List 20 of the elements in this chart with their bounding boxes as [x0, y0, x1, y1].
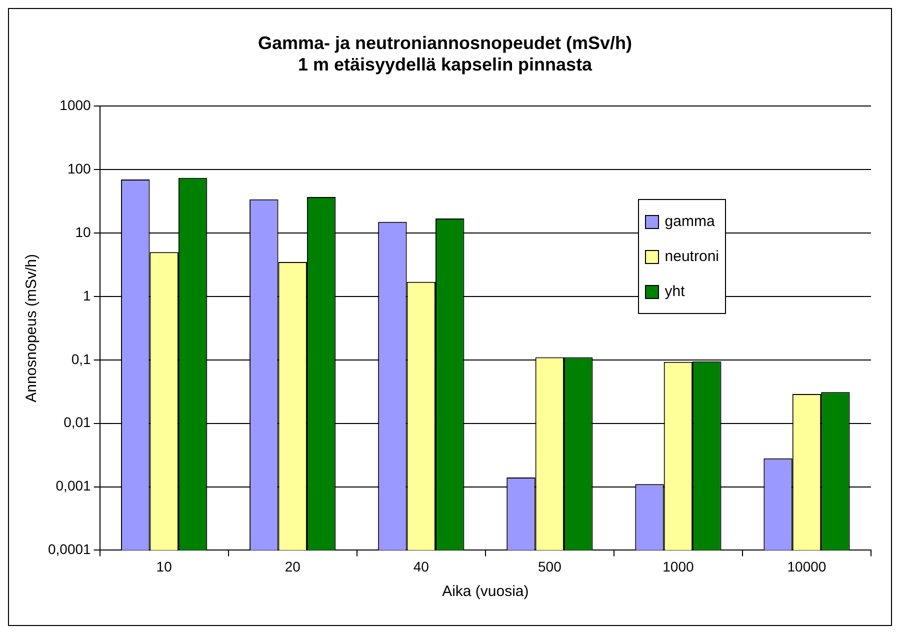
x-tick-label: 20	[284, 558, 301, 574]
y-tick-label: 100	[67, 160, 92, 176]
x-axis-title: Aika (vuosia)	[442, 583, 529, 600]
y-axis-title: Annosnopeus (mSv/h)	[23, 254, 40, 402]
y-tick-label: 0,0001	[48, 541, 92, 558]
y-tick-label: 10	[75, 224, 92, 240]
x-tick-label: 500	[538, 558, 562, 574]
y-tick-label: 1	[83, 287, 92, 304]
chart-title: Gamma- ja neutroniannosnopeudet (mSv/h) 1 m etäisyydellä kapselin pinnasta	[258, 32, 632, 74]
x-tick-label: 40	[413, 558, 430, 574]
y-tick-label: 0,1	[71, 350, 92, 367]
y-tick-label: 0,001	[56, 478, 92, 494]
legend-label: gamma	[664, 213, 715, 230]
legend-label: yht	[664, 283, 685, 300]
y-tick-label: 0,01	[64, 414, 92, 430]
y-tick-label: 1000	[60, 97, 92, 114]
legend-label: neutroni	[664, 248, 719, 265]
x-tick-label: 10000	[787, 558, 826, 574]
x-tick-label: 1000	[662, 558, 694, 574]
x-tick-label: 10	[156, 558, 172, 574]
